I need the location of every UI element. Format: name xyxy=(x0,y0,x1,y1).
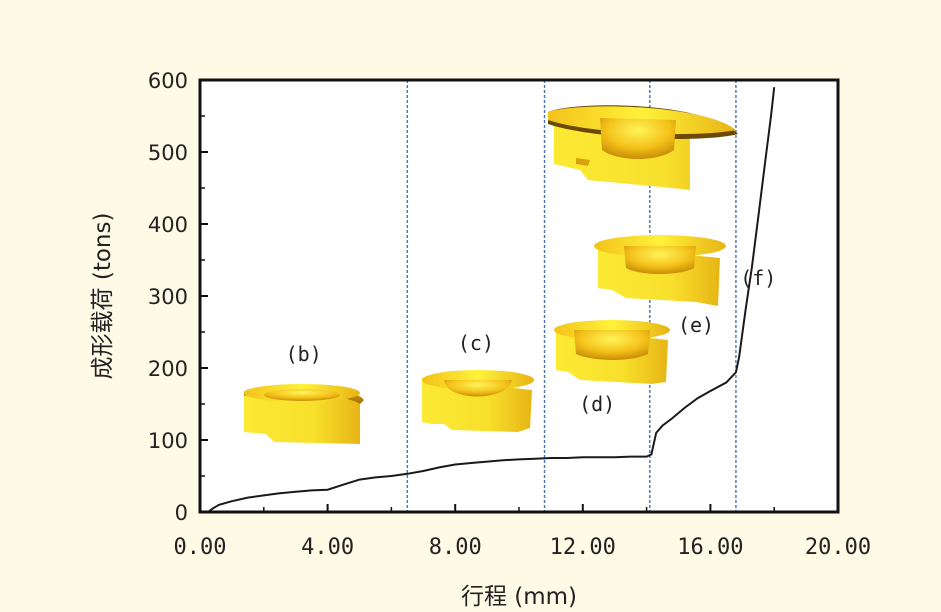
y-tick-label: 0 xyxy=(175,501,188,525)
y-tick-label: 200 xyxy=(148,357,188,381)
stage-label: (d) xyxy=(579,392,615,416)
stage-label: (c) xyxy=(458,331,494,355)
y-tick-label: 500 xyxy=(148,141,188,165)
stage-label: (f) xyxy=(740,266,776,290)
x-tick-label: 8.00 xyxy=(429,535,482,560)
y-tick-label: 400 xyxy=(148,213,188,237)
y-tick-label: 600 xyxy=(148,69,188,93)
x-tick-label: 16.00 xyxy=(677,535,743,560)
x-axis-ticks: 0.00 4.00 8.00 12.00 16.00 20.00 xyxy=(174,504,871,560)
stage-label: (b) xyxy=(286,342,322,366)
plot-frame xyxy=(198,78,840,514)
y-tick-label: 300 xyxy=(148,285,188,309)
stage-labels: (b) (c) (d) (e) (f) xyxy=(286,266,777,416)
y-axis-title: 成形载荷 (tons) xyxy=(90,213,116,380)
plot-area xyxy=(200,80,838,512)
load-curve xyxy=(207,87,776,513)
y-axis-ticks: 0 100 200 300 400 500 600 xyxy=(148,69,208,525)
part-illustration-c xyxy=(422,370,534,432)
x-tick-label: 20.00 xyxy=(805,535,871,560)
x-axis-title: 行程 (mm) xyxy=(461,584,577,610)
stage-label: (e) xyxy=(678,313,714,337)
x-tick-label: 12.00 xyxy=(550,535,616,560)
y-tick-label: 100 xyxy=(148,429,188,453)
x-tick-label: 0.00 xyxy=(174,535,227,560)
x-tick-label: 4.00 xyxy=(301,535,354,560)
